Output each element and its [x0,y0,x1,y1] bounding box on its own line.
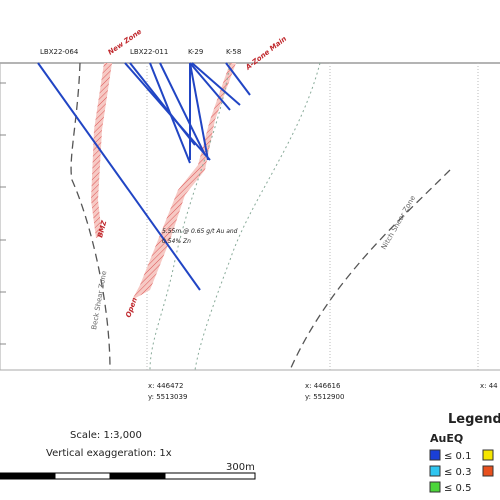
coordinate: x: 44 [480,382,498,390]
legend: ≤ 0.1 ≤ 0.3 ≤ 0.5 [429,449,494,494]
scale: Scale: 1:3,000 [70,430,142,441]
frame [0,62,500,371]
legend-swatch [429,481,441,493]
hole-label: K-29 [188,48,203,56]
annotation: 5.55m @ 0.65 g/t Au and [162,228,238,235]
annotation: 0.54% Zn [162,238,191,245]
exaggeration: Vertical exaggeration: 1x [46,448,172,459]
legend-swatch [429,465,441,477]
coordinate: x: 446616 [305,382,341,390]
legend-title: Legend [448,412,500,427]
scale-bar-label: 300m [226,462,255,473]
coordinate: x: 446472 [148,382,183,390]
drill-holes [37,62,251,291]
shear-label: Beck Shear Zone [90,270,108,330]
coordinate: y: 5512900 [305,393,344,401]
shear-label: Nitch Shear Zone [380,194,417,251]
shear-zones [70,62,451,371]
legend-swatch [429,449,441,461]
legend-swatch [482,449,494,461]
hole-label: LBX22-064 [40,48,79,56]
zone-label: A-Zone Main [244,35,289,72]
zone-label: Open [124,296,139,318]
hole-label: K-58 [226,48,241,56]
legend-swatch [482,465,494,477]
hole-label: LBX22-011 [130,48,168,56]
zones [91,63,236,300]
legend-label: ≤ 0.3 [444,467,471,478]
scale-bar [0,472,256,480]
coordinate: y: 5513039 [148,393,187,401]
legend-label: ≤ 0.5 [444,483,471,494]
legend-label: ≤ 0.1 [444,451,471,462]
legend-subtitle: AuEQ [430,432,463,445]
